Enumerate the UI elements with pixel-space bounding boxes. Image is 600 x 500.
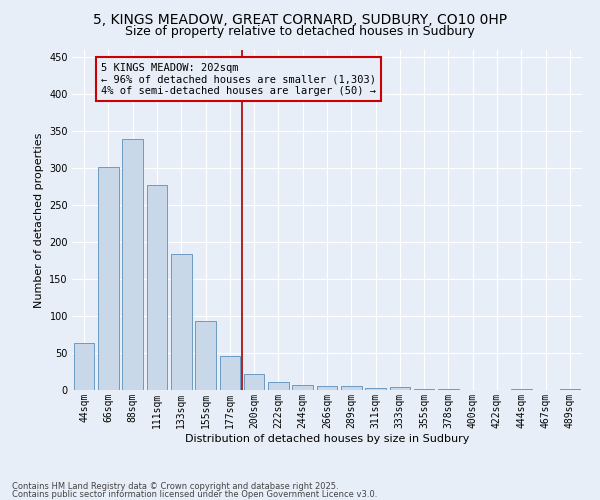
Bar	[317, 386, 337, 390]
Bar	[220, 356, 240, 390]
Bar	[560, 388, 580, 390]
Bar	[414, 388, 434, 390]
Bar	[74, 344, 94, 390]
Bar	[171, 254, 191, 390]
Bar	[98, 167, 119, 390]
Bar	[292, 385, 313, 390]
Text: Contains HM Land Registry data © Crown copyright and database right 2025.: Contains HM Land Registry data © Crown c…	[12, 482, 338, 491]
Text: Size of property relative to detached houses in Sudbury: Size of property relative to detached ho…	[125, 25, 475, 38]
Text: Contains public sector information licensed under the Open Government Licence v3: Contains public sector information licen…	[12, 490, 377, 499]
Text: 5, KINGS MEADOW, GREAT CORNARD, SUDBURY, CO10 0HP: 5, KINGS MEADOW, GREAT CORNARD, SUDBURY,…	[93, 12, 507, 26]
Text: 5 KINGS MEADOW: 202sqm
← 96% of detached houses are smaller (1,303)
4% of semi-d: 5 KINGS MEADOW: 202sqm ← 96% of detached…	[101, 62, 376, 96]
Bar	[365, 388, 386, 390]
Bar	[122, 138, 143, 390]
X-axis label: Distribution of detached houses by size in Sudbury: Distribution of detached houses by size …	[185, 434, 469, 444]
Bar	[268, 382, 289, 390]
Bar	[195, 322, 216, 390]
Bar	[244, 374, 265, 390]
Bar	[341, 386, 362, 390]
Bar	[389, 387, 410, 390]
Bar	[146, 186, 167, 390]
Y-axis label: Number of detached properties: Number of detached properties	[34, 132, 44, 308]
